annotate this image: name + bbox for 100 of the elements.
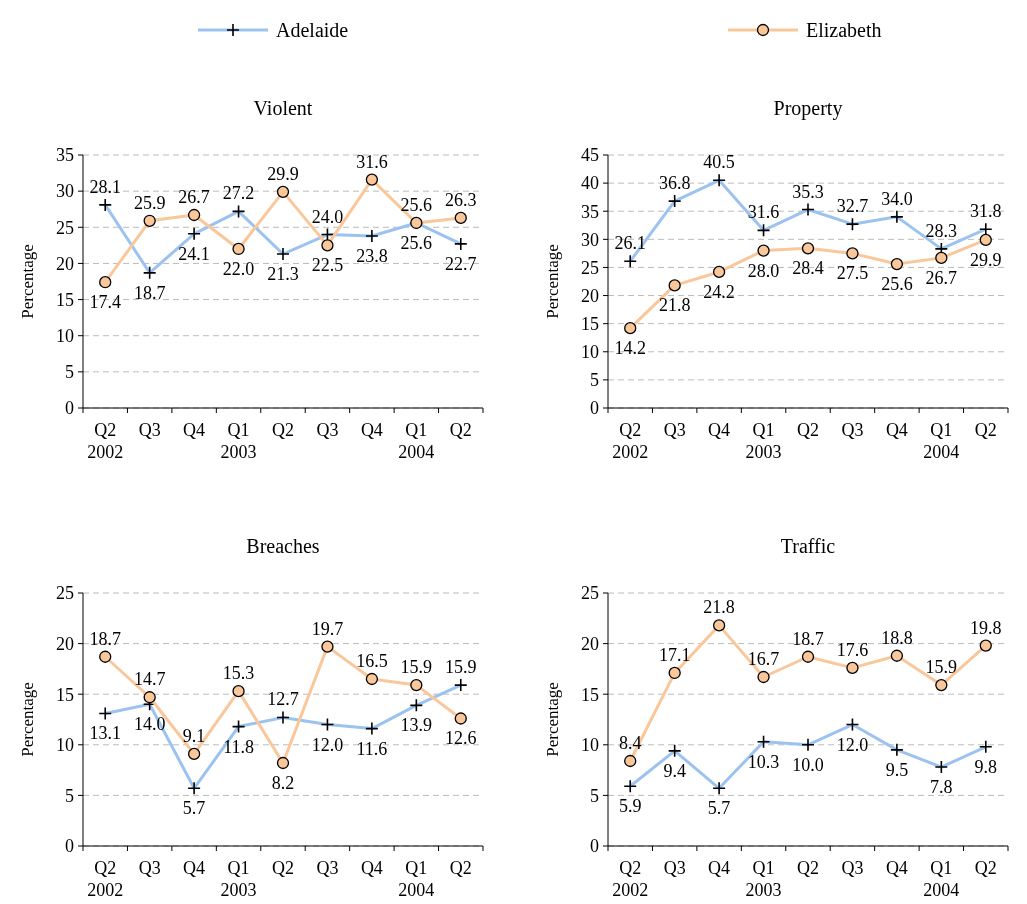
data-label: 22.5 bbox=[311, 255, 344, 276]
data-label: 26.3 bbox=[445, 189, 477, 210]
data-label: 18.7 bbox=[792, 628, 824, 649]
data-label: 27.5 bbox=[836, 263, 869, 284]
data-label: 21.3 bbox=[267, 264, 299, 285]
data-label: 12.6 bbox=[445, 728, 477, 749]
point bbox=[410, 678, 423, 692]
x-tick-label: Q1 2004 bbox=[398, 858, 435, 900]
data-label: 15.3 bbox=[222, 663, 255, 684]
x-tick-label: Q2 bbox=[272, 858, 294, 878]
data-label: 22.7 bbox=[445, 253, 477, 274]
data-label: 8.2 bbox=[271, 773, 295, 794]
legend-label: Elizabeth bbox=[806, 19, 882, 41]
x-tick-label: Q1 2004 bbox=[923, 420, 960, 462]
data-label: 21.8 bbox=[658, 295, 691, 316]
y-tick-label: 30 bbox=[56, 181, 74, 202]
x-tick-label: Q4 bbox=[708, 420, 731, 440]
x-tick-label: Q2 2002 bbox=[87, 858, 124, 900]
data-label: 23.8 bbox=[356, 245, 388, 266]
y-tick-label: 35 bbox=[56, 145, 74, 166]
y-tick-label: 15 bbox=[581, 684, 599, 705]
x-tick-label: Q2 bbox=[974, 858, 997, 878]
point bbox=[801, 242, 815, 255]
data-label: 14.2 bbox=[614, 338, 646, 359]
data-label: 11.8 bbox=[223, 736, 254, 757]
data-label: 16.7 bbox=[747, 649, 780, 669]
data-label: 10.3 bbox=[747, 751, 780, 772]
data-label: 24.1 bbox=[178, 243, 210, 264]
x-tick-label: Q3 bbox=[663, 858, 686, 878]
point bbox=[668, 279, 681, 292]
y-axis-title: Percentage bbox=[543, 244, 562, 319]
data-label: 31.8 bbox=[970, 201, 1002, 222]
x-tick-label: Q3 bbox=[138, 420, 161, 440]
point bbox=[187, 208, 201, 222]
data-label: 22.0 bbox=[222, 258, 255, 279]
data-label: 5.7 bbox=[182, 798, 206, 819]
y-tick-label: 10 bbox=[56, 326, 74, 347]
y-tick-label: 0 bbox=[65, 836, 74, 857]
data-label: 14.0 bbox=[133, 714, 166, 735]
point bbox=[890, 649, 904, 662]
x-tick-label: Q3 bbox=[841, 858, 864, 878]
data-label: 16.5 bbox=[356, 651, 388, 672]
y-tick-label: 20 bbox=[581, 633, 599, 654]
y-tick-label: 40 bbox=[581, 173, 599, 194]
point bbox=[143, 691, 156, 704]
point bbox=[624, 754, 637, 768]
point bbox=[187, 747, 201, 761]
x-tick-label: Q3 bbox=[316, 420, 339, 440]
point bbox=[232, 242, 245, 256]
point bbox=[757, 244, 770, 257]
data-label: 5.7 bbox=[707, 798, 731, 819]
y-tick-label: 35 bbox=[581, 201, 599, 222]
data-label: 36.8 bbox=[658, 173, 691, 194]
data-label: 12.0 bbox=[311, 734, 344, 755]
chart-title: Breaches bbox=[246, 535, 320, 557]
point bbox=[979, 639, 992, 652]
x-tick-label: Q3 bbox=[138, 858, 161, 878]
point bbox=[276, 185, 290, 199]
data-label: 28.1 bbox=[89, 176, 121, 197]
data-label: 26.7 bbox=[925, 267, 958, 288]
point bbox=[232, 685, 245, 698]
x-tick-label: Q3 bbox=[841, 420, 864, 440]
x-tick-label: Q4 bbox=[708, 858, 731, 878]
point bbox=[99, 650, 112, 663]
x-tick-label: Q2 bbox=[797, 858, 819, 878]
point bbox=[624, 322, 637, 335]
data-label: 14.7 bbox=[133, 669, 166, 690]
data-label: 19.7 bbox=[311, 618, 344, 639]
point bbox=[935, 251, 948, 265]
point bbox=[712, 619, 726, 632]
data-label: 19.8 bbox=[970, 617, 1002, 638]
data-label: 24.2 bbox=[703, 281, 735, 302]
x-tick-label: Q2 bbox=[797, 420, 819, 440]
point bbox=[935, 678, 948, 692]
y-axis-title: Percentage bbox=[18, 244, 37, 319]
data-label: 15.9 bbox=[445, 657, 477, 678]
data-label: 18.7 bbox=[133, 282, 166, 303]
x-tick-label: Q3 bbox=[316, 858, 339, 878]
point bbox=[365, 173, 379, 186]
y-tick-label: 15 bbox=[56, 684, 74, 705]
point bbox=[276, 756, 290, 770]
point bbox=[890, 257, 904, 271]
y-axis-title: Percentage bbox=[18, 682, 37, 757]
point bbox=[846, 661, 859, 675]
data-label: 35.3 bbox=[792, 181, 824, 202]
x-tick-label: Q4 bbox=[183, 420, 206, 440]
y-tick-label: 15 bbox=[56, 289, 74, 310]
x-tick-label: Q4 bbox=[360, 420, 383, 440]
y-tick-label: 10 bbox=[56, 735, 74, 756]
y-tick-label: 5 bbox=[65, 362, 74, 383]
y-tick-label: 25 bbox=[56, 217, 74, 238]
data-label: 9.8 bbox=[974, 756, 998, 777]
data-label: 10.0 bbox=[792, 754, 824, 775]
x-tick-label: Q4 bbox=[183, 858, 206, 878]
x-tick-label: Q1 2003 bbox=[220, 420, 257, 462]
data-label: 13.1 bbox=[89, 723, 121, 744]
y-tick-label: 0 bbox=[590, 836, 599, 857]
point bbox=[365, 672, 379, 686]
data-label: 18.8 bbox=[881, 627, 913, 648]
point bbox=[454, 211, 467, 225]
